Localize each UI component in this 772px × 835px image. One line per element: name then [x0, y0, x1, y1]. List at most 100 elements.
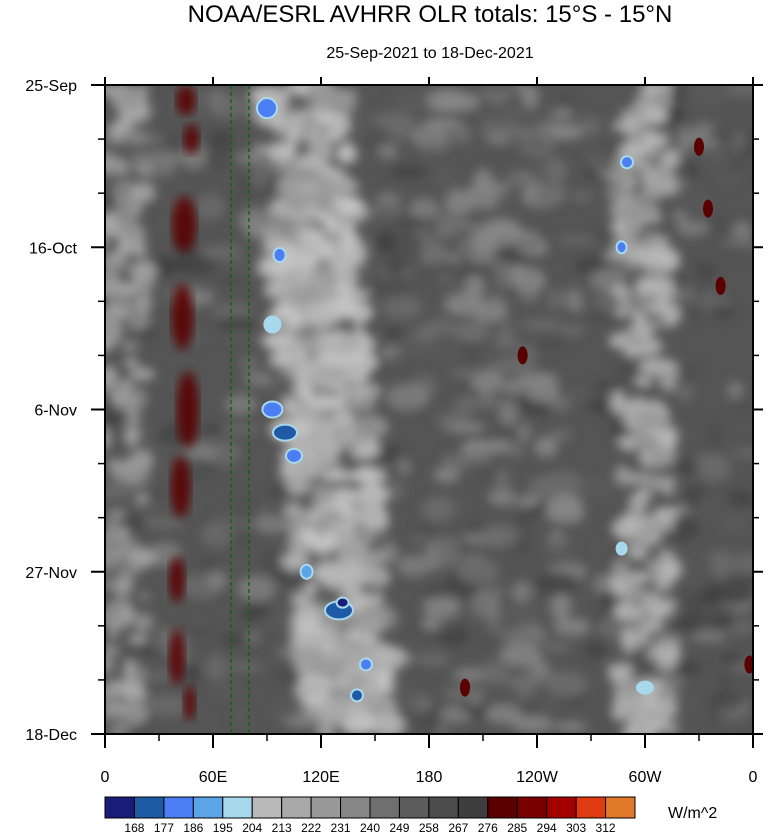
- dry-cell: [169, 628, 185, 685]
- convective-cell: [290, 117, 304, 144]
- deep-convection: [256, 97, 654, 703]
- texture-cell: [720, 511, 749, 534]
- texture-cell: [534, 571, 578, 596]
- convective-cell: [661, 96, 673, 108]
- convective-cell: [333, 556, 351, 567]
- convective-cell: [305, 395, 346, 410]
- convective-cell: [339, 391, 377, 413]
- convective-cell: [354, 389, 368, 398]
- deep-convection-cell: [263, 315, 282, 334]
- convective-cell: [129, 230, 143, 249]
- convective-cell: [522, 319, 562, 331]
- convective-cell: [518, 292, 540, 304]
- convective-cell: [123, 426, 141, 437]
- texture-cell: [386, 119, 421, 141]
- convective-cell: [268, 141, 295, 163]
- colorbar-swatch: [163, 796, 194, 819]
- convective-cell: [327, 645, 347, 657]
- dry-cell: [715, 276, 726, 295]
- convective-cell: [294, 462, 320, 479]
- convective-cell: [117, 563, 141, 579]
- colorbar-label: 294: [537, 821, 557, 835]
- convective-cell: [123, 357, 139, 368]
- convective-cell: [616, 602, 642, 621]
- texture-cell: [161, 280, 197, 290]
- texture-cell: [372, 444, 403, 462]
- convective-cell: [131, 104, 151, 123]
- texture-cell: [417, 708, 439, 734]
- texture-cell: [409, 197, 440, 220]
- x-tick-label: 0: [101, 769, 110, 786]
- texture-cell: [247, 632, 260, 642]
- texture-cell: [717, 670, 734, 691]
- texture-cell: [718, 578, 753, 604]
- convective-cell: [317, 677, 356, 690]
- colorbar-swatch: [104, 796, 135, 819]
- convective-cell: [631, 585, 648, 602]
- convective-cell: [422, 595, 462, 618]
- convective-cell: [433, 467, 460, 483]
- convective-cell: [304, 124, 322, 148]
- convective-cell: [335, 519, 360, 529]
- convective-cell: [300, 85, 336, 103]
- convective-cell: [639, 319, 665, 331]
- texture-cell: [385, 383, 430, 411]
- dry-cell: [183, 124, 200, 155]
- texture-cell: [557, 324, 585, 337]
- texture-cell: [583, 166, 599, 180]
- convective-cell: [636, 411, 658, 420]
- dry-cell: [694, 137, 704, 156]
- colorbar-label: 195: [213, 821, 233, 835]
- convective-cell: [112, 393, 139, 410]
- convective-cell: [117, 379, 134, 390]
- x-tick-label: 120E: [302, 769, 339, 786]
- y-axis: 25-Sep 16-Oct 6-Nov 27-Nov 18-Dec: [25, 78, 763, 744]
- convective-cell: [105, 644, 119, 658]
- convective-cell: [300, 528, 337, 548]
- y-tick-label: 18-Dec: [25, 727, 77, 744]
- convective-cell: [434, 210, 465, 236]
- convective-cell: [504, 175, 538, 189]
- texture-cell: [393, 217, 429, 226]
- convective-cell: [469, 598, 491, 618]
- convective-cell: [618, 468, 636, 487]
- texture-cell: [706, 612, 736, 628]
- convective-cell: [110, 159, 132, 175]
- convective-cell: [541, 639, 570, 653]
- texture-cell: [267, 379, 297, 399]
- texture-cell: [690, 85, 728, 106]
- convective-cell: [285, 474, 309, 497]
- colorbar-swatch: [516, 796, 548, 819]
- convective-cell: [659, 474, 676, 492]
- convective-cell: [658, 650, 681, 660]
- convective-cell: [443, 294, 483, 316]
- texture-cell: [248, 165, 271, 191]
- convective-cell: [376, 670, 392, 693]
- convective-cell: [130, 182, 156, 204]
- convective-cell: [625, 249, 648, 259]
- convective-cell: [126, 308, 148, 332]
- convective-cell: [421, 496, 454, 523]
- colorbar-swatch: [575, 796, 607, 819]
- deep-convection-cell: [272, 423, 298, 442]
- texture-cell: [200, 244, 243, 261]
- colorbar-swatch: [310, 796, 342, 819]
- convective-cell: [642, 109, 666, 122]
- texture-cell: [398, 233, 423, 260]
- texture-cell: [397, 458, 411, 476]
- convective-cell: [661, 255, 679, 272]
- y-tick-label: 27-Nov: [25, 565, 77, 582]
- deep-convection-cell: [256, 97, 278, 120]
- convective-cell: [655, 657, 678, 673]
- dry-cell: [183, 686, 196, 721]
- texture-cell: [732, 221, 753, 241]
- colorbar-label: 213: [272, 821, 292, 835]
- texture-cell: [498, 401, 519, 427]
- colorbar-swatch: [281, 796, 312, 819]
- convective-cell: [371, 713, 406, 734]
- colorbar-swatch: [369, 796, 400, 819]
- convective-cell: [430, 551, 466, 563]
- convective-cell: [105, 319, 124, 342]
- convective-cell: [623, 417, 639, 427]
